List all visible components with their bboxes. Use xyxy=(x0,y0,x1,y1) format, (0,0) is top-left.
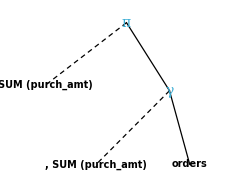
Text: π: π xyxy=(121,16,131,30)
Text: γ: γ xyxy=(165,84,173,98)
Text: , SUM (purch_amt): , SUM (purch_amt) xyxy=(45,159,146,170)
Text: SUM (purch_amt): SUM (purch_amt) xyxy=(0,80,92,90)
Text: orders: orders xyxy=(171,160,207,169)
